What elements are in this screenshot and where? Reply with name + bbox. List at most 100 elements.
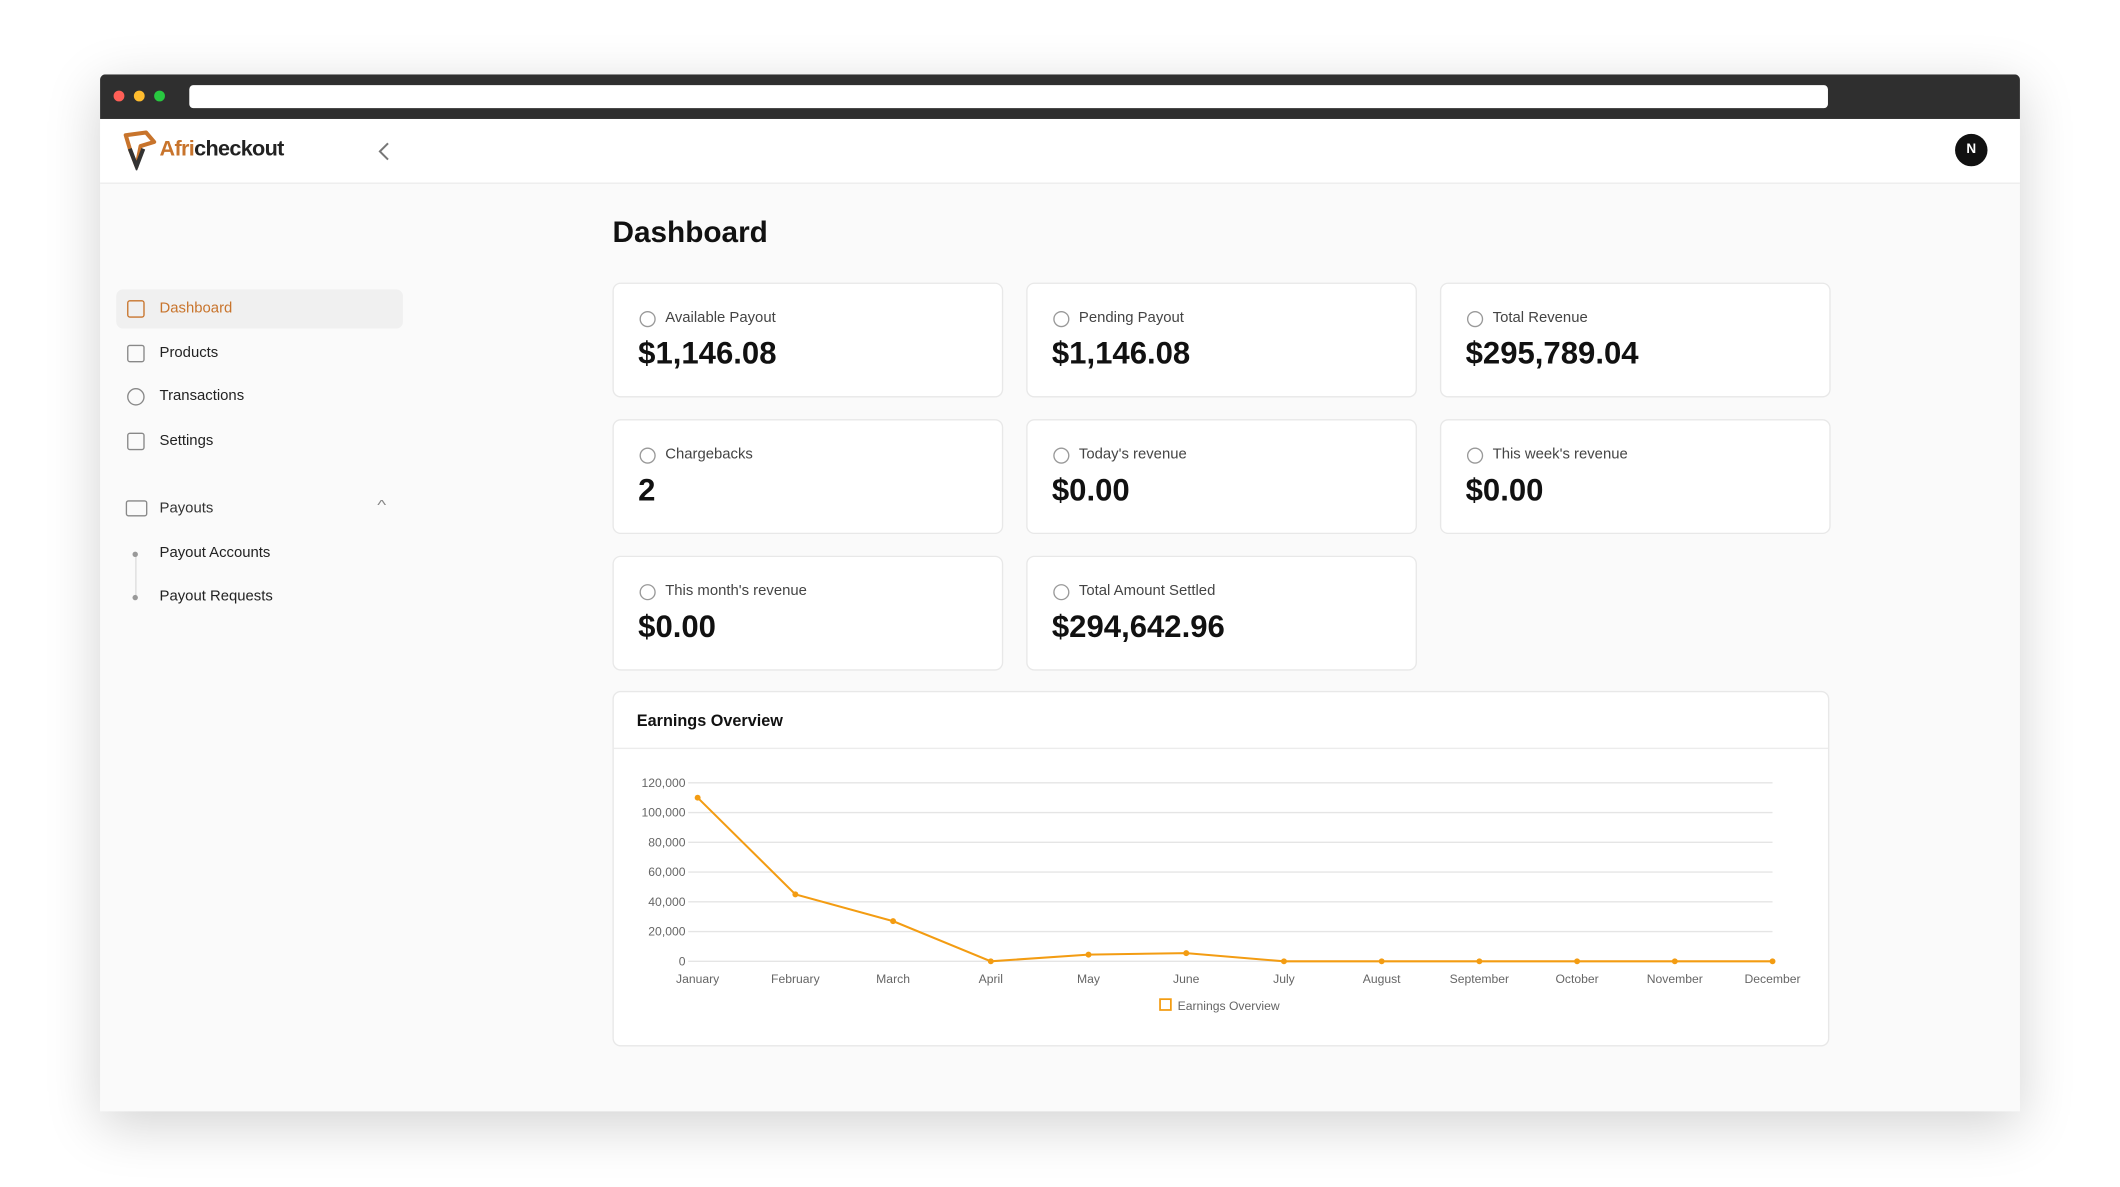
- point: [987, 958, 994, 965]
- stat-card: Available Payout $1,146.08: [612, 282, 1004, 398]
- card-label: Pending Payout: [1078, 309, 1184, 326]
- nav-label: Payouts: [159, 500, 214, 517]
- stat-card: Total Amount Settled $294,642.96: [1026, 555, 1417, 671]
- x-tick-label: March: [876, 972, 910, 986]
- page-title: Dashboard: [612, 214, 768, 249]
- point: [694, 794, 701, 801]
- card-label: Chargebacks: [665, 446, 753, 463]
- card-label: This month's revenue: [665, 582, 807, 599]
- y-tick-label: 100,000: [642, 806, 686, 820]
- card-value: $0.00: [1465, 471, 1544, 508]
- card-value: $1,146.08: [1051, 335, 1191, 371]
- point: [1671, 958, 1678, 965]
- brand-suffix: checkout: [194, 137, 284, 161]
- header: Africheckout N: [100, 118, 2020, 184]
- nav-subitem[interactable]: Payout Requests: [116, 587, 403, 617]
- x-tick-label: August: [1363, 972, 1401, 986]
- title-bar: [100, 74, 2020, 119]
- card-icon: [1053, 584, 1070, 601]
- nav-label: Products: [159, 344, 219, 361]
- card-value: $0.00: [1051, 471, 1130, 508]
- card-label: Total Amount Settled: [1078, 582, 1216, 599]
- y-tick-label: 120,000: [642, 776, 686, 790]
- collapse-button[interactable]: [375, 141, 394, 163]
- card-label: Today's revenue: [1078, 446, 1187, 463]
- x-tick-label: February: [771, 972, 821, 986]
- y-tick-label: 60,000: [648, 865, 685, 879]
- brand-prefix: Afri: [159, 137, 195, 161]
- logo-icon: [123, 130, 157, 171]
- point: [1769, 958, 1776, 965]
- avatar[interactable]: N: [1955, 133, 1988, 167]
- stat-card: Total Revenue $295,789.04: [1439, 282, 1831, 398]
- chevron: ^: [377, 498, 387, 514]
- nav-icon: [127, 300, 145, 318]
- x-tick-label: September: [1450, 972, 1509, 986]
- card-value: 2: [638, 471, 656, 508]
- line: [696, 796, 1773, 963]
- bullet: [132, 594, 138, 601]
- chart-card-header: Earnings Overview: [613, 692, 1828, 750]
- card-label: Total Revenue: [1492, 309, 1588, 326]
- nav-item[interactable]: Transactions: [116, 377, 403, 416]
- x-tick-label: April: [979, 972, 1003, 986]
- point: [1085, 951, 1092, 958]
- nav-icon: [125, 500, 148, 517]
- card-icon: [639, 447, 656, 464]
- stat-card: Pending Payout $1,146.08: [1026, 282, 1417, 398]
- stat-card: This week's revenue $0.00: [1439, 419, 1831, 535]
- stat-card: Chargebacks 2: [612, 419, 1004, 535]
- logo-text[interactable]: Africheckout: [159, 137, 285, 162]
- chart-card: Earnings Overview 0 20,000 40,000 60,000 80,…: [612, 690, 1830, 1047]
- card-value: $1,146.08: [638, 335, 777, 371]
- point: [890, 918, 897, 925]
- nav-label: Payout Requests: [159, 588, 273, 605]
- card-value: $294,642.96: [1051, 608, 1225, 644]
- sidebar: Dashboard Products Transactions Settings Pay…: [100, 183, 506, 1112]
- x-tick-label: January: [676, 972, 720, 986]
- card-icon: [1053, 447, 1070, 464]
- card-label: This week's revenue: [1492, 446, 1628, 463]
- x-tick-label: July: [1273, 972, 1296, 986]
- point: [792, 891, 799, 898]
- bullet: [132, 551, 138, 558]
- nav-icon: [127, 344, 145, 363]
- stat-card: Today's revenue $0.00: [1026, 419, 1417, 535]
- nav-item[interactable]: Settings: [116, 422, 403, 461]
- card-icon: [1053, 310, 1070, 328]
- x-tick-label: November: [1647, 972, 1703, 986]
- card-icon: [639, 310, 656, 328]
- point: [1183, 950, 1190, 957]
- x-tick-label: October: [1555, 972, 1598, 986]
- card-label: Available Payout: [665, 309, 776, 326]
- y-tick-label: 0: [679, 954, 686, 968]
- y-tick-label: 80,000: [648, 835, 685, 849]
- max-dot[interactable]: [154, 90, 165, 102]
- card-icon: [1466, 447, 1484, 464]
- nav-item[interactable]: Products: [116, 334, 403, 373]
- card-icon: [639, 584, 656, 601]
- close-dot[interactable]: [113, 90, 125, 102]
- card-value: $295,789.04: [1465, 335, 1639, 371]
- card-value: $0.00: [638, 608, 716, 644]
- x-tick-label: December: [1744, 972, 1800, 986]
- nav-subitem[interactable]: Payout Accounts: [116, 544, 403, 574]
- y-tick-label: 40,000: [648, 895, 685, 909]
- point: [1476, 958, 1483, 965]
- nav-label: Settings: [159, 432, 214, 449]
- nav-icon: [127, 432, 145, 451]
- chart-title: Earnings Overview: [636, 711, 783, 731]
- card-icon: [1466, 310, 1484, 328]
- y-tick-label: 20,000: [648, 925, 685, 939]
- legend-label: Earnings Overview: [1178, 999, 1280, 1013]
- x-tick-label: May: [1077, 972, 1101, 986]
- min-dot[interactable]: [133, 90, 145, 102]
- nav-item[interactable]: Dashboard: [116, 289, 403, 329]
- nav-label: Transactions: [159, 388, 245, 405]
- stat-card: This month's revenue $0.00: [612, 555, 1004, 671]
- point: [1574, 958, 1581, 965]
- url-bar[interactable]: [189, 85, 1828, 109]
- nav-group[interactable]: Payouts ^: [116, 489, 403, 528]
